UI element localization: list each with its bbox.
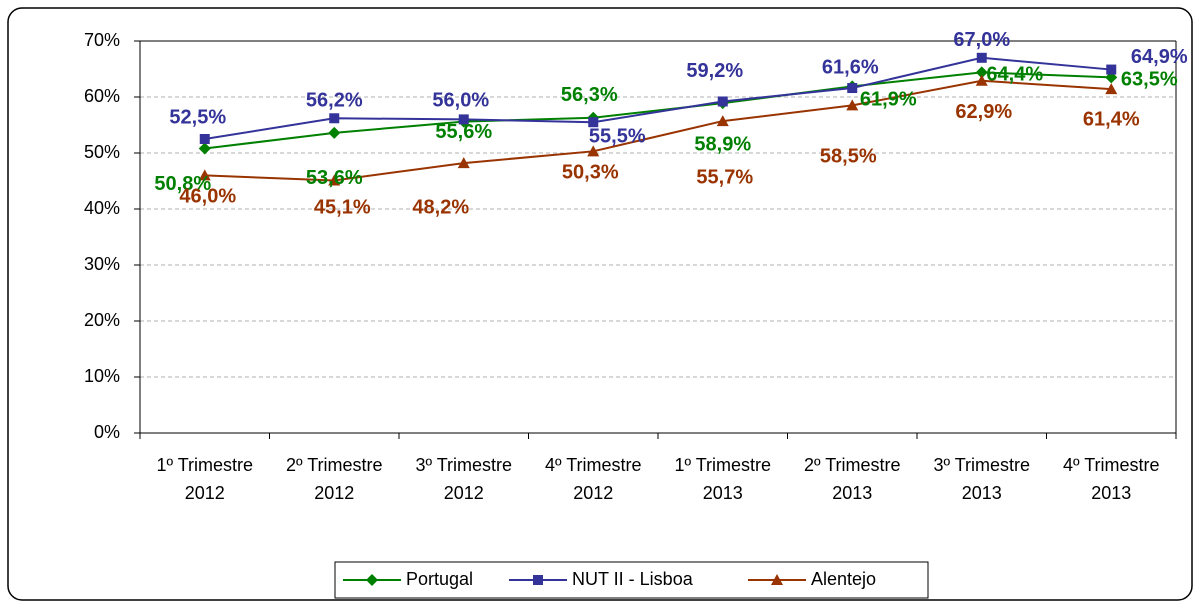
value-label: 46,0% [179,186,236,208]
x-tick-label: 2013 [1091,483,1131,503]
value-label: 55,7% [696,166,753,188]
value-label: 64,9% [1131,46,1188,68]
x-tick-label: 2º Trimestre [804,455,901,475]
data-point [846,99,859,111]
value-label: 63,5% [1121,69,1178,91]
legend-marker [771,574,783,585]
value-label: 62,9% [955,101,1012,123]
series-line [204,56,1112,140]
x-tick-label: 1º Trimestre [156,455,253,475]
data-point [1105,83,1118,95]
x-tick-label: 2013 [832,483,872,503]
value-label: 53,6% [306,167,363,189]
x-tick-label: 2012 [314,483,354,503]
value-label: 48,2% [412,196,469,218]
value-label: 58,5% [820,146,877,168]
legend-label: Alentejo [811,569,876,589]
y-tick-label: 60% [84,86,120,106]
value-label: 58,9% [694,133,751,155]
data-point [588,117,599,128]
value-label: 56,2% [306,90,363,112]
series-line [204,79,1112,182]
chart-frame [7,7,1193,601]
y-tick-label: 10% [84,366,120,386]
x-tick-label: 3º Trimestre [415,455,512,475]
value-label: 45,1% [314,197,371,219]
data-point [1106,64,1117,75]
x-tick-label: 1º Trimestre [674,455,771,475]
value-label: 56,3% [561,84,618,106]
data-point [716,115,729,127]
data-point [198,169,211,181]
x-tick-label: 2º Trimestre [286,455,383,475]
value-label: 50,8% [154,173,211,195]
x-tick-label: 4º Trimestre [1063,455,1160,475]
data-point [199,134,210,144]
y-tick-label: 0% [94,422,120,442]
legend-label: NUT II - Lisboa [572,569,694,589]
data-point [329,113,340,124]
legend-box [334,561,929,599]
legend-marker [366,574,378,586]
data-point [847,83,858,94]
legend-marker [533,575,543,585]
value-label: 61,4% [1083,108,1140,130]
y-tick-label: 50% [84,142,120,162]
data-point [457,157,470,169]
value-label: 61,6% [822,56,879,78]
value-label: 67,0% [953,29,1010,51]
data-point [717,96,728,107]
data-point [587,145,600,157]
data-point [328,126,341,139]
value-label: 61,9% [860,89,917,111]
data-point [458,114,469,125]
value-label: 55,6% [435,121,492,143]
x-tick-label: 2012 [573,483,613,503]
x-tick-label: 4º Trimestre [545,455,642,475]
data-point [975,66,988,79]
value-label: 56,0% [432,90,489,112]
value-label: 59,2% [686,60,743,82]
value-label: 64,4% [986,64,1043,86]
value-label: 52,5% [169,106,226,128]
x-tick-label: 2013 [962,483,1002,503]
y-tick-label: 20% [84,310,120,330]
data-point [976,52,987,63]
y-tick-label: 40% [84,198,120,218]
value-label: 55,5% [589,125,646,147]
data-point [198,142,211,155]
data-point [975,74,988,86]
x-tick-label: 2012 [185,483,225,503]
legend-label: Portugal [406,569,473,589]
value-label: 50,3% [562,162,619,184]
x-tick-label: 2012 [444,483,484,503]
y-tick-label: 30% [84,254,120,274]
y-tick-label: 70% [84,30,120,50]
x-tick-label: 2013 [703,483,743,503]
data-point [328,174,341,186]
series-line [204,71,1112,150]
x-tick-label: 3º Trimestre [933,455,1030,475]
